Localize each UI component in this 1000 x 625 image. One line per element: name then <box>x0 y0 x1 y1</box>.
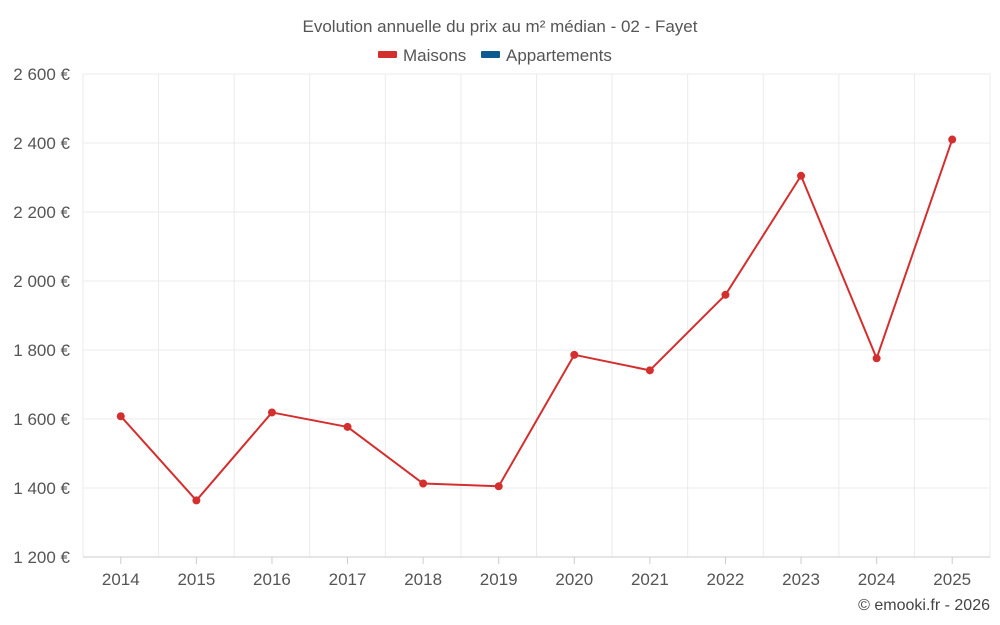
data-point-maisons[interactable] <box>419 479 428 488</box>
data-point-maisons[interactable] <box>872 354 881 363</box>
legend-item-appartements[interactable]: Appartements <box>481 46 612 65</box>
x-tick-label: 2018 <box>404 570 442 589</box>
x-tick-label: 2025 <box>933 570 971 589</box>
series-layer <box>116 135 957 505</box>
data-point-maisons[interactable] <box>267 408 276 417</box>
legend: Maisons Appartements <box>378 46 612 65</box>
plot-grid <box>82 73 991 557</box>
x-tick-label: 2014 <box>102 570 140 589</box>
y-tick-label: 2 000 € <box>13 272 70 291</box>
data-point-maisons[interactable] <box>645 366 654 375</box>
x-tick-label: 2024 <box>858 570 896 589</box>
x-tick-label: 2022 <box>707 570 745 589</box>
y-tick-label: 2 600 € <box>13 65 70 84</box>
data-point-maisons[interactable] <box>721 290 730 299</box>
chart-title: Evolution annuelle du prix au m² médian … <box>303 17 698 36</box>
data-point-maisons[interactable] <box>570 350 579 359</box>
x-axis: 2014 2015 2016 2017 2018 2019 2020 2021 2022 2023… <box>83 556 990 589</box>
x-tick-label: 2020 <box>555 570 593 589</box>
series-line-maisons <box>120 139 954 502</box>
legend-label-appartements: Appartements <box>506 46 612 65</box>
legend-label-maisons: Maisons <box>403 46 466 65</box>
data-point-maisons[interactable] <box>116 412 125 421</box>
x-tick-label: 2021 <box>631 570 669 589</box>
x-tick-label: 2015 <box>177 570 215 589</box>
y-axis: 1 200 € 1 400 € 1 600 € 1 800 € 2 000 € 2 200… <box>13 65 70 567</box>
y-tick-label: 2 400 € <box>13 134 70 153</box>
y-tick-label: 1 200 € <box>13 548 70 567</box>
legend-swatch-appartements <box>481 51 500 58</box>
y-tick-label: 1 600 € <box>13 410 70 429</box>
x-tick-label: 2017 <box>329 570 367 589</box>
y-tick-label: 1 400 € <box>13 479 70 498</box>
legend-item-maisons[interactable]: Maisons <box>378 46 466 65</box>
data-point-maisons[interactable] <box>192 496 201 505</box>
x-tick-label: 2023 <box>782 570 820 589</box>
y-tick-label: 2 200 € <box>13 203 70 222</box>
data-point-maisons[interactable] <box>343 422 352 431</box>
x-tick-label: 2019 <box>480 570 518 589</box>
x-tick-label: 2016 <box>253 570 291 589</box>
credit-text: © emooki.fr - 2026 <box>858 597 990 614</box>
legend-swatch-maisons <box>378 51 397 58</box>
data-point-maisons[interactable] <box>948 135 957 144</box>
data-point-maisons[interactable] <box>797 171 806 180</box>
y-tick-label: 1 800 € <box>13 341 70 360</box>
data-point-maisons[interactable] <box>494 482 503 491</box>
